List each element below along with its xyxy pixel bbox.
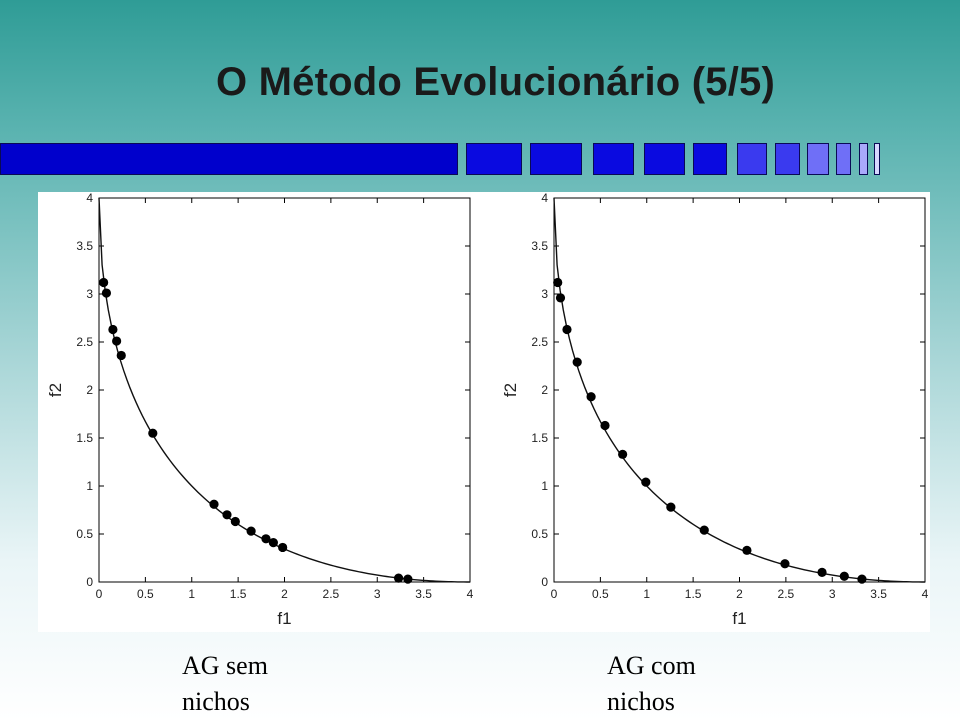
y-tick-label: 0 — [86, 575, 93, 589]
data-point — [246, 526, 256, 536]
accent-bar-segment — [859, 143, 868, 175]
data-point — [268, 538, 278, 548]
y-tick-label: 4 — [541, 192, 548, 205]
x-tick-label: 4 — [467, 587, 474, 601]
x-tick-label: 2.5 — [778, 587, 795, 601]
x-tick-label: 2.5 — [323, 587, 340, 601]
data-point — [222, 510, 232, 520]
data-point — [393, 573, 404, 583]
data-point — [101, 288, 112, 298]
data-point — [742, 545, 752, 555]
x-tick-label: 0 — [96, 587, 103, 601]
x-tick-label: 3.5 — [415, 587, 432, 601]
data-point — [261, 534, 271, 544]
y-tick-label: 4 — [86, 192, 93, 205]
data-point — [618, 449, 628, 459]
accent-bar-segment — [693, 143, 727, 175]
accent-bar-segment — [593, 143, 634, 175]
data-point — [562, 324, 572, 335]
data-point — [116, 350, 126, 361]
data-point — [780, 559, 790, 569]
y-tick-label: 0 — [541, 575, 548, 589]
y-tick-label: 3.5 — [531, 239, 548, 253]
data-point — [857, 574, 867, 584]
y-tick-label: 2.5 — [76, 335, 93, 349]
data-point — [572, 357, 582, 367]
data-point — [555, 293, 566, 303]
data-point — [839, 571, 849, 581]
charts-panel: 0 0.5 1 1.5 2 2.5 3 3.5 4 0 0.5 1 1.5 2 2.5 3 3.5 4 f1 f2 0 0… — [38, 192, 930, 632]
y-tick-label: 1 — [541, 479, 548, 493]
x-tick-label: 2 — [281, 587, 288, 601]
data-point — [403, 574, 413, 584]
accent-bar-segment — [530, 143, 582, 175]
x-tick-label: 4 — [922, 587, 929, 601]
data-point — [641, 477, 651, 487]
data-point — [99, 277, 109, 288]
data-point — [699, 525, 709, 535]
x-tick-label: 3 — [829, 587, 836, 601]
caption-right-line1: AG com — [607, 651, 696, 680]
x-tick-label: 0.5 — [137, 587, 154, 601]
x-tick-label: 0.5 — [592, 587, 609, 601]
y-tick-label: 1 — [86, 479, 93, 493]
x-tick-label: 1.5 — [230, 587, 247, 601]
accent-bar-segment — [644, 143, 685, 175]
accent-bar-segment — [775, 143, 800, 175]
data-point — [108, 324, 118, 335]
data-point — [230, 516, 240, 527]
x-tick-label: 3 — [374, 587, 381, 601]
accent-bar-segment — [0, 143, 458, 175]
chart-left: 0 0.5 1 1.5 2 2.5 3 3.5 4 0 0.5 1 1.5 2 2.5 3 3.5 4 f1 f2 — [46, 192, 474, 628]
caption-left: AG sem nichos — [182, 648, 268, 720]
y-tick-label: 2 — [541, 383, 548, 397]
pareto-curve — [553, 197, 926, 583]
data-point — [586, 392, 596, 402]
x-axis-label: f1 — [732, 609, 746, 628]
caption-left-line2: nichos — [182, 687, 250, 716]
y-axis-label: f2 — [46, 383, 65, 397]
data-point — [666, 502, 676, 512]
y-tick-label: 1.5 — [76, 431, 93, 445]
y-tick-label: 0.5 — [531, 527, 548, 541]
y-tick-label: 2 — [86, 383, 93, 397]
caption-right-line2: nichos — [607, 687, 675, 716]
data-point — [278, 542, 288, 553]
caption-right: AG com nichos — [607, 648, 696, 720]
x-tick-label: 3.5 — [870, 587, 887, 601]
y-tick-label: 3 — [86, 287, 93, 301]
x-tick-label: 0 — [551, 587, 558, 601]
y-axis-label: f2 — [501, 383, 520, 397]
y-tick-label: 3 — [541, 287, 548, 301]
y-tick-label: 2.5 — [531, 335, 548, 349]
pareto-curve — [98, 197, 471, 583]
plot-frame — [98, 197, 471, 583]
data-point — [553, 277, 563, 288]
data-point — [209, 499, 219, 509]
x-axis-label: f1 — [277, 609, 291, 628]
x-tick-label: 1 — [643, 587, 650, 601]
accent-bar-segment — [466, 143, 522, 175]
data-point — [148, 428, 158, 438]
plot-frame — [553, 197, 926, 583]
x-tick-label: 1.5 — [685, 587, 702, 601]
accent-bar-segment — [836, 143, 851, 175]
y-tick-label: 1.5 — [531, 431, 548, 445]
x-tick-label: 2 — [736, 587, 743, 601]
caption-left-line1: AG sem — [182, 651, 268, 680]
y-tick-label: 3.5 — [76, 239, 93, 253]
slide-title: O Método Evolucionário (5/5) — [216, 60, 775, 104]
accent-bar-segment — [807, 143, 829, 175]
x-tick-label: 1 — [188, 587, 195, 601]
data-point — [817, 567, 827, 577]
data-point — [600, 420, 610, 431]
y-tick-label: 0.5 — [76, 527, 93, 541]
chart-right: 0 0.5 1 1.5 2 2.5 3 3.5 4 0 0.5 1 1.5 2 2.5 3 3.5 4 f1 f2 — [501, 192, 929, 628]
accent-bar-segment — [737, 143, 767, 175]
accent-bar-segment — [874, 143, 880, 175]
data-point — [112, 336, 122, 346]
